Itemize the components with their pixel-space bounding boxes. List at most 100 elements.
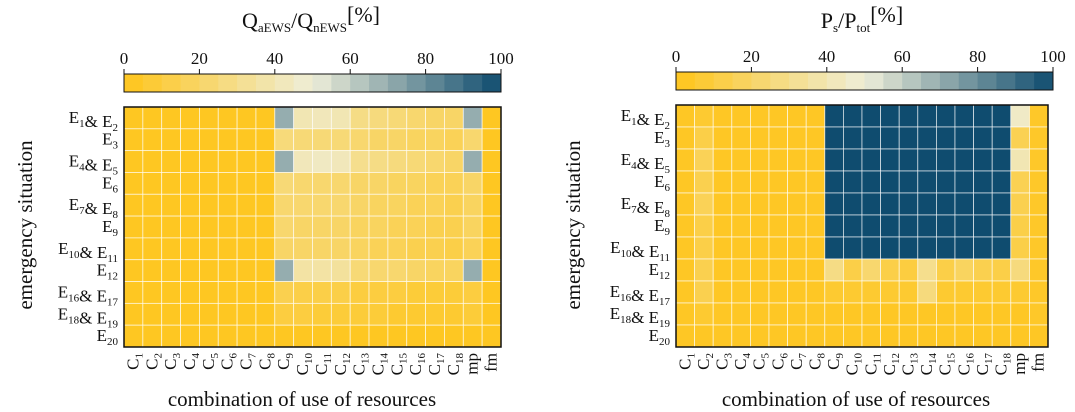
- heatmap-cell: [236, 259, 257, 282]
- heatmap-cell: [712, 302, 733, 326]
- column-tick-label: C1: [675, 353, 697, 370]
- heatmap-cell: [368, 106, 389, 130]
- heatmap-cell: [368, 324, 389, 348]
- row-tick-label: E4& E5: [621, 150, 671, 176]
- column-tick-label: fm: [482, 353, 501, 372]
- heatmap-cell: [880, 170, 900, 194]
- heatmap-cell: [712, 214, 733, 238]
- colorbar-bin: [789, 72, 809, 90]
- heatmap-cell: [768, 258, 789, 282]
- heatmap-cell: [387, 193, 408, 217]
- heatmap-cell: [861, 324, 882, 348]
- heatmap-cell: [954, 148, 975, 172]
- heatmap-cell: [917, 236, 937, 260]
- heatmap-cell: [161, 128, 181, 152]
- column-tick-label: C14: [368, 353, 390, 376]
- heatmap-cell: [861, 280, 882, 304]
- heatmap-cell: [425, 150, 445, 173]
- column-tick-label: C11: [312, 353, 334, 375]
- heatmap-cell: [198, 302, 219, 326]
- column-tick-label: C7: [787, 353, 809, 370]
- heatmap-cell: [406, 128, 427, 152]
- heatmap-cell: [255, 324, 276, 348]
- heatmap-cell: [954, 104, 975, 128]
- colorbar-bin: [864, 72, 884, 90]
- heatmap-cell: [349, 281, 370, 304]
- heatmap-cell: [973, 104, 993, 128]
- heatmap-cell: [274, 193, 295, 217]
- heatmap-cell: [1010, 104, 1030, 128]
- heatmap-cell: [824, 148, 844, 172]
- heatmap-cell: [255, 172, 276, 195]
- heatmap-cell: [917, 280, 937, 304]
- heatmap-cell: [444, 324, 464, 348]
- row-tick-label: E20: [97, 326, 119, 348]
- heatmap-cell: [330, 324, 351, 348]
- heatmap-cell: [1010, 324, 1030, 348]
- heatmap-cell: [991, 148, 1012, 172]
- colorbar-bin: [199, 74, 219, 92]
- heatmap-cell: [217, 237, 238, 261]
- heatmap-cell: [387, 150, 408, 173]
- heatmap-cell: [861, 192, 882, 216]
- colorbar-bin: [350, 74, 370, 92]
- heatmap-cell: [787, 148, 807, 172]
- heatmap-cell: [180, 237, 200, 261]
- heatmap-cell: [123, 281, 144, 304]
- heatmap-cell: [787, 324, 807, 348]
- heatmap-cell: [312, 259, 332, 282]
- heatmap-cell: [954, 170, 975, 194]
- heatmap-cell: [406, 193, 427, 217]
- heatmap-cell: [694, 236, 714, 260]
- heatmap-cell: [198, 324, 219, 348]
- heatmap-cell: [462, 237, 483, 261]
- heatmap-cell: [161, 150, 181, 173]
- heatmap-cell: [973, 170, 993, 194]
- heatmap-cell: [898, 302, 919, 326]
- heatmap-cell: [675, 148, 696, 172]
- heatmap-cell: [694, 192, 714, 216]
- heatmap-cell: [198, 193, 219, 217]
- heatmap-cell: [198, 172, 219, 195]
- heatmap-cell: [694, 280, 714, 304]
- heatmap-frame: [675, 104, 1049, 348]
- heatmap-cell: [236, 150, 257, 173]
- colorbar-bin: [845, 72, 865, 90]
- heatmap-cell: [387, 324, 408, 348]
- heatmap-cell: [712, 258, 733, 282]
- heatmap-cell: [462, 259, 483, 282]
- heatmap-cell: [712, 324, 733, 348]
- heatmap-cell: [694, 126, 714, 150]
- heatmap-cell: [861, 170, 882, 194]
- heatmap-cell: [293, 237, 313, 261]
- heatmap-cell: [444, 150, 464, 173]
- heatmap-cell: [712, 104, 733, 128]
- heatmap-cell: [954, 302, 975, 326]
- heatmap-cell: [180, 302, 200, 326]
- heatmap-cell: [123, 302, 144, 326]
- row-tick-label: E16& E17: [58, 282, 119, 308]
- heatmap-cell: [991, 192, 1012, 216]
- heatmap-cell: [731, 324, 751, 348]
- heatmap-cell: [675, 280, 696, 304]
- heatmap-cell: [843, 324, 863, 348]
- heatmap-cell: [312, 324, 332, 348]
- heatmap-cell: [843, 104, 863, 128]
- heatmap-cell: [861, 148, 882, 172]
- heatmap-cell: [973, 214, 993, 238]
- heatmap-cell: [787, 236, 807, 260]
- heatmap-cell: [954, 258, 975, 282]
- heatmap-cell: [954, 236, 975, 260]
- heatmap-cell: [694, 302, 714, 326]
- heatmap-cell: [1010, 280, 1030, 304]
- heatmap-cell: [768, 236, 789, 260]
- heatmap-cell: [462, 150, 483, 173]
- heatmap-cell: [217, 302, 238, 326]
- heatmap-cell: [861, 104, 882, 128]
- heatmap-cell: [750, 192, 770, 216]
- heatmap-cell: [180, 106, 200, 130]
- row-tick-label: E4& E5: [69, 152, 119, 178]
- heatmap-cell: [312, 215, 332, 239]
- column-tick-label: C6: [218, 353, 240, 370]
- heatmap-cell: [180, 259, 200, 282]
